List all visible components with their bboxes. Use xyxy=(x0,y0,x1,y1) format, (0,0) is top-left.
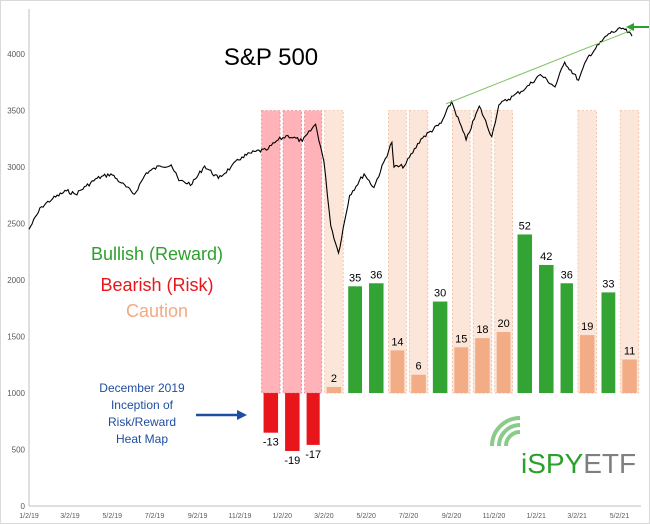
axis-layer: 0 500 1000 1500 2000 2500 3000 3500 4000 1/2/19 3/… xyxy=(7,9,641,520)
risk-reward-bar xyxy=(560,283,573,394)
risk-reward-bar xyxy=(475,338,490,394)
x-tick-label: 11/2/19 xyxy=(229,513,252,520)
heat-map-zone xyxy=(472,110,493,394)
risk-reward-bar xyxy=(454,347,469,394)
risk-reward-bar xyxy=(496,332,511,394)
annotation-line-4: Heat Map xyxy=(116,432,168,446)
risk-reward-bar xyxy=(601,292,616,394)
x-tick-label: 9/2/19 xyxy=(188,513,208,520)
bar-value-label: 52 xyxy=(519,220,531,232)
bar-value-label: 6 xyxy=(416,361,422,373)
y-tick-label: 1500 xyxy=(7,333,25,342)
x-tick-label: 7/2/19 xyxy=(145,513,165,520)
x-tick-label: 1/2/21 xyxy=(526,513,546,520)
risk-reward-bar xyxy=(369,283,384,394)
x-tick-label: 1/2/19 xyxy=(19,513,39,520)
bar-value-label: -13 xyxy=(263,437,279,449)
risk-reward-bar xyxy=(285,393,300,451)
sp500-line-layer xyxy=(28,26,633,256)
x-tick-label: 3/2/20 xyxy=(314,513,334,520)
ispyetf-logo: iSPYETF xyxy=(490,416,636,479)
logo-signal-icon xyxy=(490,416,521,447)
x-tick-label: 3/2/21 xyxy=(567,513,587,520)
bar-value-label: 36 xyxy=(561,269,573,281)
y-tick-label: 2500 xyxy=(7,220,25,229)
y-tick-label: 3500 xyxy=(7,107,25,116)
legend-caution: Caution xyxy=(126,301,188,321)
x-tick-label: 7/2/20 xyxy=(399,513,419,520)
heat-map-zone xyxy=(577,110,597,394)
bar-value-labels: -13 -19 -17 2 35 36 14 6 30 15 18 20 52 42 36 19 33 11 xyxy=(263,220,635,467)
risk-reward-bar xyxy=(263,393,279,433)
bar-value-label: 15 xyxy=(455,333,467,345)
bar-value-label: 20 xyxy=(497,318,509,330)
bar-value-label: 18 xyxy=(476,324,488,336)
trendline xyxy=(445,29,632,105)
x-tick-label: 5/2/19 xyxy=(103,513,123,520)
bar-value-label: 14 xyxy=(391,336,403,348)
heat-map-zone xyxy=(282,110,302,394)
bar-value-label: 19 xyxy=(581,321,593,333)
risk-reward-bar xyxy=(348,286,363,394)
y-tick-label: 500 xyxy=(12,446,26,455)
risk-reward-bar xyxy=(539,264,554,394)
bar-value-label: 35 xyxy=(349,272,361,284)
heat-map-zone xyxy=(261,110,281,394)
risk-reward-bars xyxy=(263,234,637,451)
risk-reward-bar xyxy=(622,359,637,394)
y-tick-label: 2000 xyxy=(7,276,25,285)
x-tick-label: 1/2/20 xyxy=(273,513,293,520)
x-tick-label: 3/2/19 xyxy=(60,513,80,520)
bar-value-label: -17 xyxy=(305,449,321,461)
y-tick-label: 1000 xyxy=(7,389,25,398)
trend-arrow-icon xyxy=(626,23,649,31)
risk-reward-bar xyxy=(326,386,342,394)
x-tick-label: 11/2/20 xyxy=(482,513,505,520)
annotation-line-2: Inception of xyxy=(111,398,174,412)
risk-reward-bar xyxy=(517,234,533,394)
heat-map-zone xyxy=(324,110,344,394)
annotation-line-1: December 2019 xyxy=(99,381,185,395)
risk-reward-bar xyxy=(411,374,426,394)
x-tick-label: 9/2/20 xyxy=(442,513,462,520)
bar-value-label: 11 xyxy=(624,345,635,357)
bar-value-label: 30 xyxy=(434,288,446,300)
bar-value-label: -19 xyxy=(284,455,300,467)
y-tick-label: 0 xyxy=(21,502,26,511)
heat-map-zone xyxy=(619,110,640,394)
risk-reward-bar xyxy=(432,301,448,394)
x-tick-label: 5/2/20 xyxy=(356,513,376,520)
annotation-line-3: Risk/Reward xyxy=(108,415,176,429)
y-tick-label: 3000 xyxy=(7,163,25,172)
risk-reward-bar xyxy=(390,350,405,394)
annotation-arrow xyxy=(196,410,247,420)
bar-value-label: 2 xyxy=(331,373,337,385)
risk-reward-bar xyxy=(306,393,320,445)
bar-value-label: 33 xyxy=(602,278,614,290)
legend-bearish: Bearish (Risk) xyxy=(100,275,213,295)
heat-map-zones xyxy=(261,110,640,394)
heat-map-zone xyxy=(408,110,429,394)
chart-title: S&P 500 xyxy=(224,44,318,71)
y-tick-label: 4000 xyxy=(7,50,25,59)
legend-bullish: Bullish (Reward) xyxy=(91,244,223,264)
heat-map-zone xyxy=(304,110,323,394)
risk-reward-bar xyxy=(579,335,595,394)
x-tick-label: 5/2/21 xyxy=(610,513,630,520)
bar-value-label: 42 xyxy=(540,251,552,263)
bar-value-label: 36 xyxy=(370,269,382,281)
logo-wordmark: iSPYETF xyxy=(521,448,636,479)
sp500-line xyxy=(28,26,633,256)
